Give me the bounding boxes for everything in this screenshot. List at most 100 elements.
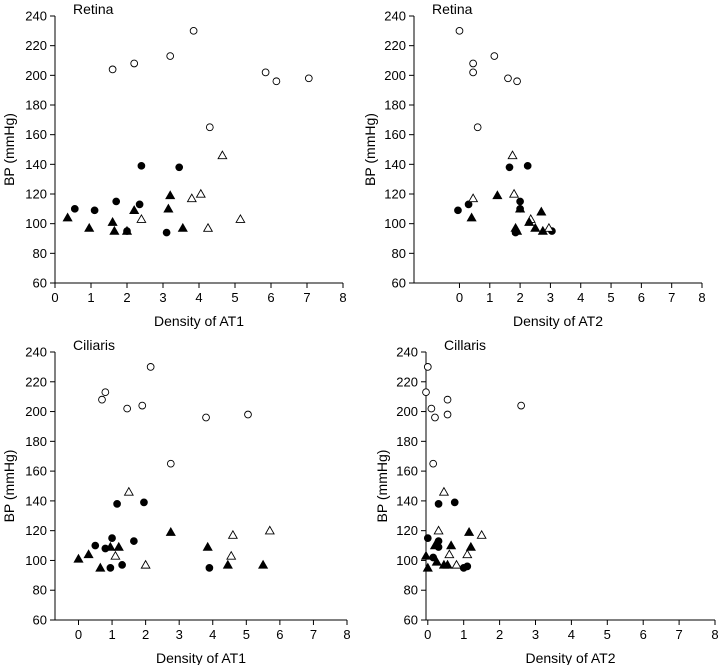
x-tick-label: 4 <box>568 627 575 642</box>
filled-circle-point <box>106 564 115 572</box>
y-tick-label: 200 <box>384 68 406 83</box>
filled-triangle-point <box>113 541 124 551</box>
filled-circle-point <box>423 534 432 542</box>
open-circle-point <box>429 459 438 468</box>
y-tick-label: 140 <box>384 157 406 172</box>
x-tick-label: 1 <box>87 290 94 305</box>
y-tick-label: 240 <box>25 9 47 24</box>
panel-title: Retina <box>432 1 473 17</box>
panel-ciliaris-at1: Ciliaris Density of AT1 BP (mmHg) 608010… <box>1 337 351 665</box>
x-axis-label: Density of AT1 <box>156 650 246 665</box>
open-triangle-point <box>507 150 518 160</box>
filled-triangle-point <box>442 559 453 569</box>
y-tick-label: 220 <box>25 38 47 53</box>
x-tick-label: 0 <box>424 627 431 642</box>
x-tick-label: 2 <box>123 290 130 305</box>
filled-triangle-point <box>492 190 503 200</box>
y-tick-label: 200 <box>25 68 47 83</box>
open-triangle-point <box>235 214 246 223</box>
y-tick-label: 140 <box>396 493 418 508</box>
filled-triangle-point <box>524 216 535 226</box>
x-tick-label: 4 <box>195 290 202 305</box>
y-tick-label: 220 <box>25 374 47 389</box>
open-triangle-point <box>140 559 151 569</box>
open-triangle-point <box>508 188 520 198</box>
x-tick-label: 3 <box>532 627 539 642</box>
x-tick-label: 8 <box>339 290 346 305</box>
filled-triangle-point <box>105 541 116 551</box>
filled-triangle-point <box>121 225 133 235</box>
x-tick-label: 1 <box>108 627 115 642</box>
filled-triangle-point <box>165 190 176 200</box>
y-tick-label: 180 <box>25 434 47 449</box>
y-tick-label: 60 <box>33 613 47 628</box>
x-tick-label: 7 <box>675 627 682 642</box>
filled-triangle-point <box>107 216 118 226</box>
x-tick-label: 3 <box>176 627 183 642</box>
y-tick-label: 80 <box>33 583 47 598</box>
x-tick-label: 6 <box>638 290 645 305</box>
filled-circle-point <box>112 197 121 206</box>
y-tick-label: 80 <box>33 246 47 261</box>
filled-circle-point <box>130 537 138 545</box>
open-circle-point <box>469 68 477 77</box>
open-circle-point <box>189 26 198 35</box>
y-tick-label: 240 <box>396 345 418 360</box>
x-tick-label: 5 <box>607 290 614 305</box>
filled-circle-point <box>113 500 121 508</box>
y-tick-label: 160 <box>25 464 47 479</box>
panel-cillaris-at2: Cillaris Density of AT2 BP (mmHg) 608010… <box>374 337 719 665</box>
y-tick-label: 140 <box>25 493 47 508</box>
filled-triangle-point <box>429 540 441 550</box>
x-tick-label: 0 <box>75 627 82 642</box>
filled-triangle-point <box>84 222 95 232</box>
y-tick-label: 180 <box>396 434 418 449</box>
y-tick-label: 100 <box>25 553 47 568</box>
y-axis-label: BP (mmHg) <box>362 113 378 186</box>
x-tick-label: 1 <box>486 290 493 305</box>
x-tick-label: 2 <box>142 627 149 642</box>
filled-circle-point <box>464 200 473 209</box>
panel-title: Retina <box>73 1 114 17</box>
open-circle-point <box>108 65 117 74</box>
y-tick-label: 80 <box>392 246 406 261</box>
filled-triangle-point <box>537 225 548 235</box>
open-circle-point <box>261 68 270 77</box>
open-circle-point <box>513 77 521 86</box>
open-circle-point <box>146 363 155 371</box>
y-tick-label: 60 <box>404 613 418 628</box>
x-tick-label: 6 <box>267 290 274 305</box>
open-circle-point <box>205 123 214 132</box>
x-tick-label: 5 <box>243 627 250 642</box>
x-tick-label: 8 <box>711 627 718 642</box>
x-tick-label: 7 <box>668 290 675 305</box>
filled-circle-point <box>90 206 99 215</box>
open-circle-point <box>443 395 452 404</box>
filled-circle-point <box>118 561 126 569</box>
x-tick-label: 3 <box>547 290 554 305</box>
y-tick-label: 160 <box>25 127 47 142</box>
open-triangle-point <box>136 214 147 223</box>
y-tick-label: 200 <box>25 404 47 419</box>
open-circle-point <box>101 388 110 397</box>
open-circle-point <box>138 401 147 410</box>
open-triangle-point <box>226 550 237 560</box>
filled-circle-point <box>140 498 148 507</box>
y-tick-label: 160 <box>396 464 418 479</box>
x-axis-label: Density of AT2 <box>513 313 603 329</box>
y-tick-label: 180 <box>384 98 406 113</box>
open-circle-point <box>455 26 464 35</box>
y-tick-label: 120 <box>384 187 406 202</box>
open-circle-point <box>244 410 252 419</box>
open-triangle-point <box>462 549 473 559</box>
filled-triangle-point <box>95 562 106 572</box>
filled-circle-point <box>108 534 116 542</box>
filled-triangle-point <box>109 225 120 235</box>
open-circle-point <box>423 363 432 371</box>
filled-triangle-point <box>536 206 547 216</box>
y-tick-label: 140 <box>25 157 47 172</box>
y-tick-label: 180 <box>25 98 47 113</box>
filled-triangle-point <box>420 550 432 560</box>
filled-triangle-point <box>83 549 94 559</box>
open-triangle-point <box>202 222 214 232</box>
